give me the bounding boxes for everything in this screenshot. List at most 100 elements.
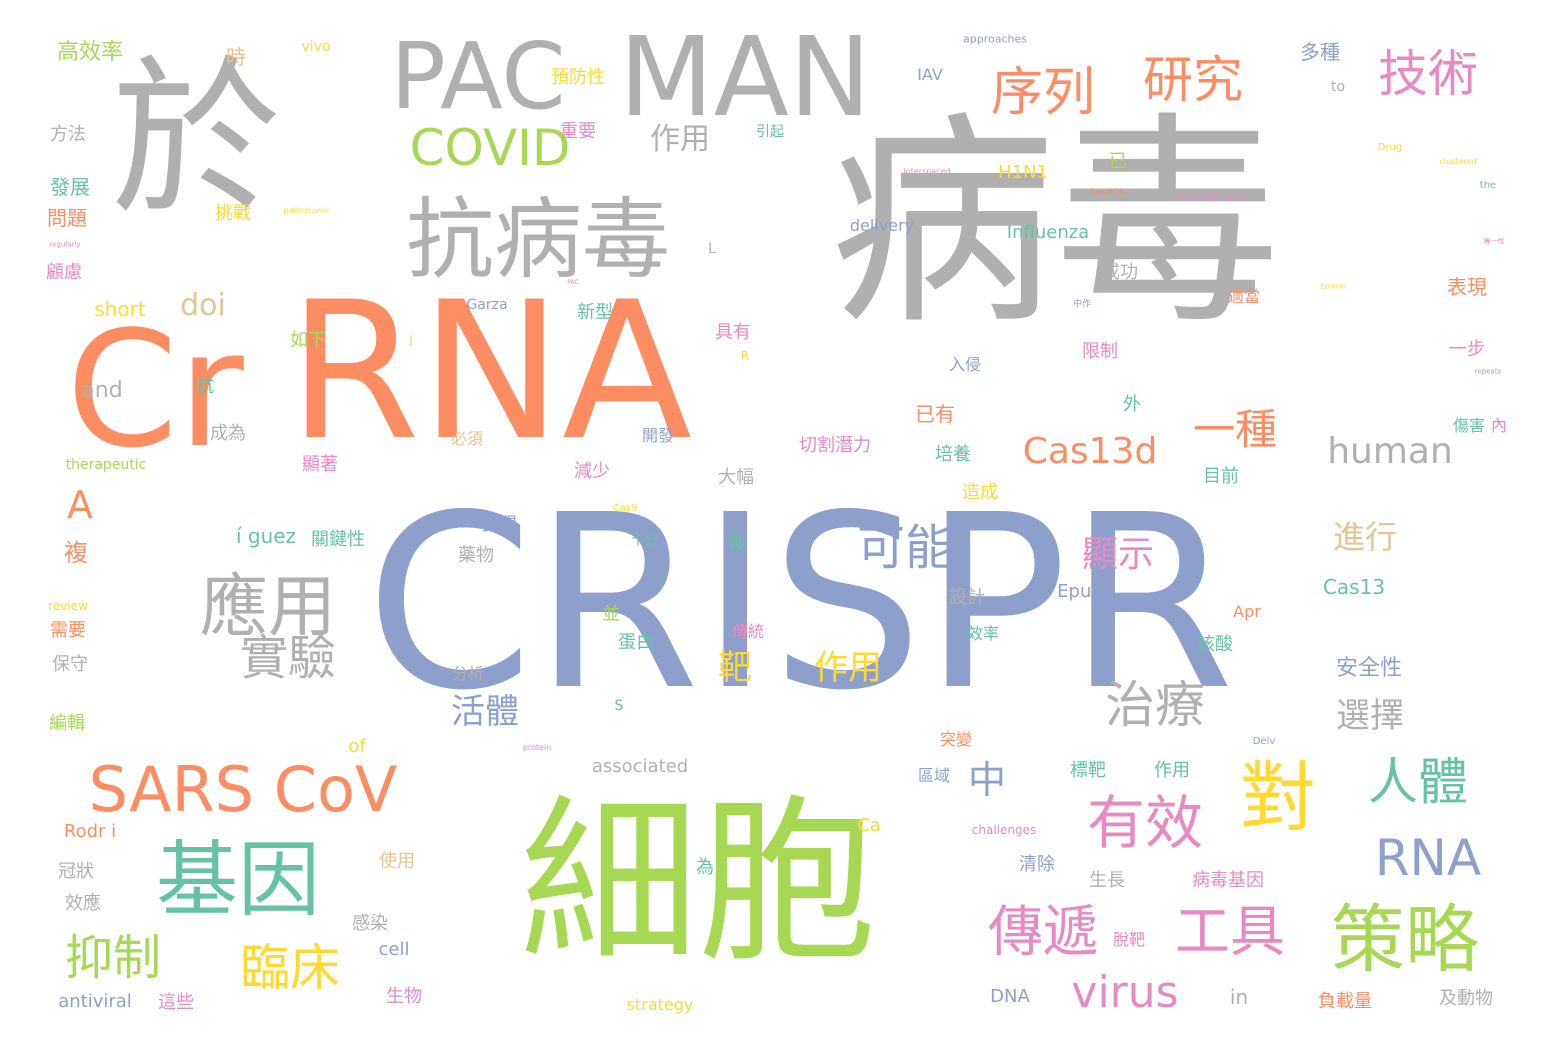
word-cloud-term: PAC [390, 23, 566, 130]
word-cloud-term: Garza [466, 297, 508, 313]
word-cloud-term: 為 [696, 857, 714, 878]
word-cloud-term: 這些 [158, 992, 194, 1013]
word-cloud-term: 方法 [50, 124, 86, 145]
word-cloud-term: 高效率 [56, 40, 124, 65]
word-cloud-term: 開發 [641, 426, 675, 445]
word-cloud-term: 作用 [814, 648, 882, 688]
word-cloud-term: doi [180, 288, 226, 323]
word-cloud-term: 感染 [352, 913, 388, 934]
word-cloud-term: SARS CoV [88, 753, 398, 826]
word-cloud-term: í guez [235, 524, 297, 548]
word-cloud-term: 可能 [856, 520, 954, 576]
word-cloud-term: 應用 [199, 568, 337, 647]
word-cloud-term: 製 [728, 534, 746, 555]
word-cloud-term: 表現 [1447, 275, 1487, 299]
word-cloud-term: 入侵 [948, 355, 982, 374]
word-cloud-term: IAV [917, 65, 943, 84]
word-cloud-term: virus [1071, 967, 1179, 1018]
word-cloud-term: short [94, 297, 146, 321]
word-cloud-term: 負載量 [1318, 991, 1372, 1012]
word-cloud-term: clustered [1439, 157, 1477, 166]
word-cloud-term: Cas13 [1322, 575, 1386, 599]
word-cloud-term: 預防性 [551, 67, 605, 88]
word-cloud-term: 限制 [1082, 341, 1118, 362]
word-cloud-term: 治療 [1105, 676, 1205, 734]
word-cloud-term: 有效 [1086, 789, 1204, 857]
word-cloud-term: 如下 [290, 330, 326, 351]
word-cloud-term: 抑制 [64, 930, 162, 986]
word-cloud-term: palindromic [283, 206, 331, 215]
word-cloud-term: Ca [857, 815, 881, 836]
word-cloud-term: H1N1 [998, 162, 1048, 183]
word-cloud-term: S [614, 698, 624, 714]
word-cloud-term: L [708, 241, 716, 257]
word-cloud-term: Cas9 [612, 503, 638, 514]
word-cloud-term: 變異 [482, 514, 518, 535]
word-cloud-term: R [740, 349, 750, 363]
word-cloud-term: 必須 [450, 429, 484, 448]
word-cloud-term: 關鍵性 [311, 529, 365, 550]
word-cloud-term: challenges [971, 823, 1037, 837]
word-cloud-term: 人體 [1368, 753, 1468, 811]
word-cloud-term: 活體 [451, 692, 519, 732]
word-cloud-term: 細胞 [520, 779, 876, 986]
word-cloud-term: 藥物 [458, 545, 494, 566]
word-cloud-term: RNA [1374, 829, 1482, 887]
word-cloud-term: 多種 [1300, 40, 1340, 64]
word-cloud-term: 靶 [718, 648, 752, 688]
word-cloud-term: A [67, 483, 93, 527]
word-cloud-term: MAN [618, 13, 872, 141]
word-cloud-term: hepatitis [1090, 187, 1126, 196]
word-cloud-term: 具有 [715, 322, 751, 343]
word-cloud-term: 目前 [1203, 466, 1239, 487]
word-cloud-term: 及動物 [1439, 988, 1493, 1009]
word-cloud-term: 冠狀 [58, 861, 94, 882]
word-cloud-term: 脫靶 [1112, 930, 1146, 949]
word-cloud-term: 策略 [1331, 897, 1479, 983]
word-cloud-term: 區域 [917, 766, 951, 785]
word-cloud-term: cell [378, 939, 410, 960]
word-cloud-term: 病毒基因 [1192, 870, 1264, 891]
word-cloud-term: 技術 [1378, 45, 1478, 103]
word-cloud-term: Cr [66, 296, 244, 483]
word-cloud-term: to [1330, 79, 1346, 95]
word-cloud-term: 問題 [47, 206, 87, 230]
word-cloud-term: 蛋白 [618, 632, 654, 653]
word-cloud-term: 抗病毒 [405, 188, 671, 291]
word-cloud-term: antiviral [58, 991, 132, 1012]
word-cloud-term: j [409, 332, 413, 346]
word-cloud-term: 切割潛力 [799, 435, 871, 456]
word-cloud-term: 新型 [577, 302, 613, 323]
word-cloud-term: strategy [626, 995, 694, 1014]
word-cloud-term: 使用 [379, 851, 415, 872]
word-cloud-term: therapeutic [65, 457, 147, 473]
word-cloud-term: 適當 [1227, 287, 1261, 306]
word-cloud-term: 對 [1240, 753, 1316, 842]
word-cloud-term: 安全性 [1335, 656, 1403, 681]
word-cloud-term: 臨床 [240, 939, 340, 997]
word-cloud-term: 選擇 [1336, 696, 1404, 736]
word-cloud-term: 重要 [560, 121, 596, 142]
word-cloud-term: in [1229, 985, 1249, 1009]
word-cloud-term: 顧慮 [46, 262, 82, 283]
word-cloud-term: DNA [990, 986, 1030, 1007]
word-cloud-term: and [81, 378, 123, 403]
word-cloud-term: 中 [967, 758, 1007, 802]
word-cloud-term: 序列 [990, 63, 1096, 123]
word-cloud-term: protein [522, 743, 552, 752]
word-cloud-term: 基因 [155, 833, 321, 928]
word-cloud-term: 保守 [52, 654, 88, 675]
word-cloud-term: 作用 [650, 122, 710, 157]
word-cloud-term: 生長 [1089, 870, 1125, 891]
word-cloud-term: Apr [1233, 602, 1261, 621]
word-cloud-term: 造成 [962, 482, 998, 503]
word-cloud-term: delivery [849, 216, 915, 235]
word-cloud-term: Cas13d [1022, 431, 1158, 472]
word-cloud-term: regularly [49, 240, 81, 249]
word-cloud-term: associated [591, 756, 689, 777]
word-cloud-term: 內 [1490, 416, 1508, 435]
word-cloud-term: 於 [110, 41, 282, 239]
word-cloud-term: 傷害 [1452, 416, 1486, 435]
word-cloud-term: 培養 [935, 444, 971, 465]
word-cloud-term: Influenza [1006, 222, 1090, 243]
